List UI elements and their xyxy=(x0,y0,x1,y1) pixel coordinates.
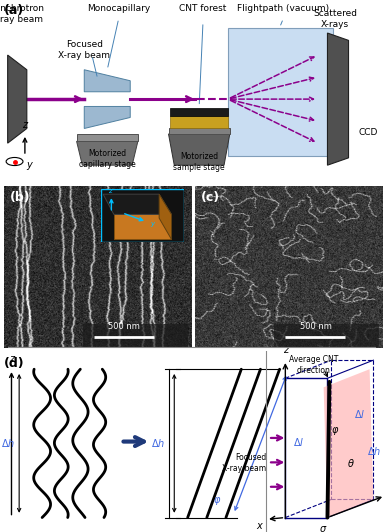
Polygon shape xyxy=(170,115,228,128)
Text: z: z xyxy=(22,120,28,130)
Text: y: y xyxy=(26,160,32,170)
Text: $\varphi$: $\varphi$ xyxy=(213,495,221,506)
Polygon shape xyxy=(103,194,172,214)
Polygon shape xyxy=(159,194,172,239)
Polygon shape xyxy=(114,214,172,239)
Text: Motorized
capillary stage: Motorized capillary stage xyxy=(79,148,136,169)
Text: $\Delta l$: $\Delta l$ xyxy=(293,436,304,447)
Polygon shape xyxy=(324,369,373,518)
Polygon shape xyxy=(327,33,349,165)
Text: Focused
X-ray beam: Focused X-ray beam xyxy=(222,453,266,473)
Text: z: z xyxy=(108,188,111,194)
Text: $\Delta l$: $\Delta l$ xyxy=(354,409,366,420)
Text: 500 nm: 500 nm xyxy=(108,322,140,330)
Text: z: z xyxy=(9,354,14,364)
Text: $\theta$: $\theta$ xyxy=(347,458,354,469)
Text: (b): (b) xyxy=(10,191,30,204)
Text: (d): (d) xyxy=(4,356,25,370)
Text: (c): (c) xyxy=(201,191,220,204)
Text: CCD: CCD xyxy=(358,128,378,137)
Text: Focused
X-ray beam: Focused X-ray beam xyxy=(58,40,110,61)
Polygon shape xyxy=(84,70,130,92)
Text: CNT forest: CNT forest xyxy=(179,4,227,13)
Polygon shape xyxy=(77,142,138,165)
Bar xyxy=(83,324,188,347)
Text: Average CNT
direction: Average CNT direction xyxy=(290,355,339,375)
Text: y: y xyxy=(151,221,155,227)
Polygon shape xyxy=(77,134,138,142)
Bar xyxy=(228,28,333,156)
Text: $\Delta h$: $\Delta h$ xyxy=(367,445,381,456)
Text: x: x xyxy=(257,521,262,531)
Text: Scattered
X-rays: Scattered X-rays xyxy=(313,9,357,29)
Polygon shape xyxy=(169,128,230,134)
Text: 500 nm: 500 nm xyxy=(300,322,331,330)
Text: $\Delta h$: $\Delta h$ xyxy=(151,437,165,450)
Text: $\Delta h$: $\Delta h$ xyxy=(0,437,15,450)
Circle shape xyxy=(6,157,23,165)
Text: Monocapillary: Monocapillary xyxy=(87,4,151,13)
Text: Flightpath (vacuum): Flightpath (vacuum) xyxy=(237,4,329,13)
Text: z: z xyxy=(283,345,288,355)
Polygon shape xyxy=(84,106,130,128)
Text: $\sigma$: $\sigma$ xyxy=(319,524,328,532)
Text: $\varphi$: $\varphi$ xyxy=(331,425,340,437)
Text: Motorized
sample stage: Motorized sample stage xyxy=(173,152,225,172)
Polygon shape xyxy=(8,55,27,143)
Text: Synchrotron
X-ray beam: Synchrotron X-ray beam xyxy=(0,4,45,24)
Bar xyxy=(274,324,379,347)
Polygon shape xyxy=(170,109,228,115)
Text: (a): (a) xyxy=(4,4,24,16)
Polygon shape xyxy=(169,134,230,165)
